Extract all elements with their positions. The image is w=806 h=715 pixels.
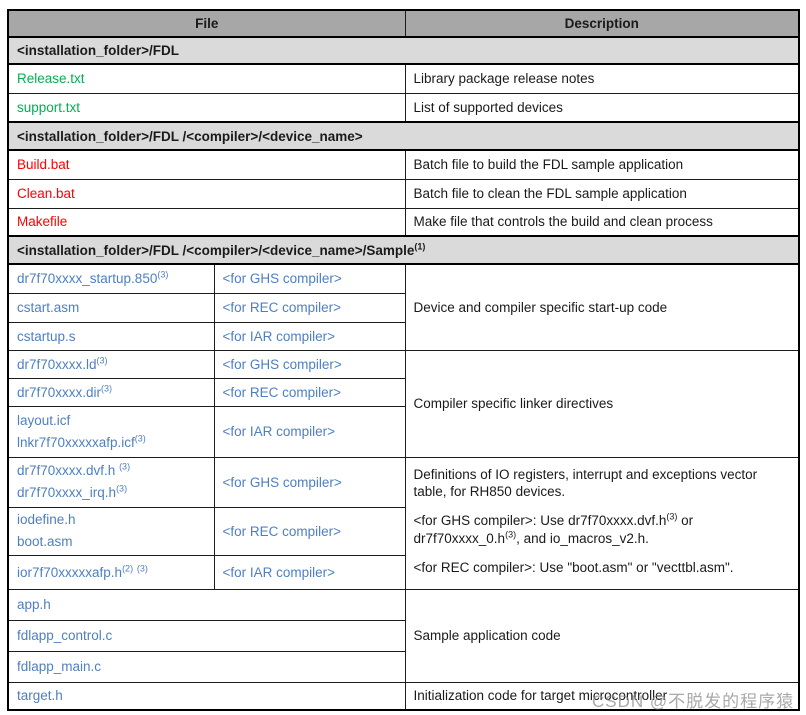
compiler-tag: <for IAR compiler> (213, 321, 406, 351)
file-name: dr7f70xxxx.ld(3) (7, 349, 215, 379)
section-row-fdl: <installation_folder>/FDL (7, 36, 800, 65)
file-name-text: dr7f70xxxx.ld (17, 356, 97, 372)
table-row: cstart.asm <for REC compiler> (7, 292, 799, 323)
table-row: layout.icf lnkr7f70xxxxxafp.icf(3) <for … (7, 405, 799, 458)
table-row: ior7f70xxxxxafp.h(2) (3) <for IAR compil… (7, 554, 799, 590)
footnote-ref: (1) (414, 241, 426, 251)
description: Sample application code (404, 588, 800, 683)
footnote-ref: (2) (122, 563, 134, 574)
section-header: <installation_folder>/FDL (7, 36, 800, 65)
file-name: dr7f70xxxx.dir(3) (7, 377, 215, 407)
compiler-tag: <for REC compiler> (213, 377, 406, 407)
description: Compiler specific linker directives (404, 349, 800, 458)
table-row: app.h Sample application code (7, 588, 800, 683)
description: Initialization code for target microcont… (404, 681, 800, 711)
description-paragraph: <for GHS compiler>: Use dr7f70xxxx.dvf.h… (413, 511, 694, 546)
file-name: dr7f70xxxx.dvf.h (3) dr7f70xxxx_irq.h(3) (7, 456, 215, 508)
file-name: fdlapp_main.c (7, 650, 406, 683)
table-row: support.txt List of supported devices (7, 92, 800, 123)
file-name-text: lnkr7f70xxxxxafp.icf (17, 434, 135, 450)
file-name-text: layout.icf (17, 412, 71, 428)
file-name: iodefine.h boot.asm (7, 506, 215, 556)
footnote-ref: (3) (119, 461, 131, 472)
compiler-tag: <for GHS compiler> (213, 263, 406, 294)
footnote-ref: (3) (505, 529, 517, 540)
file-name: dr7f70xxxx_startup.850(3) (7, 263, 215, 294)
file-name: Makefile (7, 207, 406, 237)
file-name-text: boot.asm (17, 534, 73, 550)
file-name: Build.bat (7, 149, 406, 180)
file-name-text: dr7f70xxxx_irq.h (17, 485, 117, 500)
column-header-description: Description (404, 9, 800, 38)
footnote-ref: (3) (134, 433, 146, 443)
file-name-text: dr7f70xxxx_startup.850 (17, 271, 158, 287)
file-name: ior7f70xxxxxafp.h(2) (3) (7, 554, 215, 590)
footnote-ref: (3) (96, 355, 108, 365)
column-header-file: File (7, 9, 406, 38)
file-name: layout.icf lnkr7f70xxxxxafp.icf(3) (7, 405, 215, 458)
section-header-text: <installation_folder>/FDL /<compiler>/<d… (17, 242, 415, 258)
section-header: <installation_folder>/FDL /<compiler>/<d… (7, 235, 800, 265)
footnote-ref: (3) (136, 563, 148, 574)
file-name: cstartup.s (7, 321, 215, 351)
file-name: app.h (7, 588, 406, 621)
file-name: support.txt (7, 92, 406, 123)
description: Batch file to clean the FDL sample appli… (404, 178, 800, 209)
compiler-tag: <for GHS compiler> (213, 456, 406, 508)
compiler-tag: <for IAR compiler> (213, 554, 406, 590)
csdn-watermark: CSDN @不脱发的程序猿 (592, 692, 795, 711)
table-row: dr7f70xxxx.dvf.h (3) dr7f70xxxx_irq.h(3)… (7, 456, 800, 590)
file-name: cstart.asm (7, 292, 215, 323)
table-row: dr7f70xxxx.ld(3) <for GHS compiler> Comp… (7, 349, 800, 458)
description: Make file that controls the build and cl… (404, 207, 800, 237)
file-name-text: iodefine.h (17, 512, 76, 528)
table-row: Clean.bat Batch file to clean the FDL sa… (7, 178, 800, 209)
file-name-text: ior7f70xxxxxafp.h (17, 564, 123, 580)
footnote-ref: (3) (116, 483, 128, 494)
footnote-ref: (3) (666, 511, 678, 522)
table-row: fdlapp_control.c (7, 619, 799, 652)
file-name: fdlapp_control.c (7, 619, 406, 652)
table-header-row: File Description (7, 9, 800, 38)
file-name-text: dr7f70xxxx.dir (17, 384, 102, 400)
table-row: cstartup.s <for IAR compiler> (7, 321, 799, 351)
file-name: target.h (7, 681, 406, 711)
footnote-ref: (3) (157, 269, 169, 280)
table-row: dr7f70xxxx.dir(3) <for REC compiler> (7, 377, 799, 407)
file-description-table: File Description <installation_folder>/F… (7, 9, 801, 712)
compiler-tag: <for GHS compiler> (213, 349, 406, 379)
description-paragraph: Definitions of IO registers, interrupt a… (413, 466, 758, 500)
section-header: <installation_folder>/FDL /<compiler>/<d… (7, 121, 800, 151)
description: Library package release notes (404, 63, 800, 94)
section-row-sample: <installation_folder>/FDL /<compiler>/<d… (7, 235, 800, 265)
table-row: Build.bat Batch file to build the FDL sa… (7, 149, 800, 180)
file-name-text: dr7f70xxxx.dvf.h (17, 463, 120, 479)
compiler-tag: <for IAR compiler> (213, 405, 406, 458)
description: Definitions of IO registers, interrupt a… (404, 456, 800, 590)
compiler-tag: <for REC compiler> (213, 506, 406, 556)
table-row: Makefile Make file that controls the bui… (7, 207, 800, 237)
file-name: Clean.bat (7, 178, 406, 209)
description: Device and compiler specific start-up co… (404, 263, 800, 351)
footnote-ref: (3) (101, 383, 113, 393)
table-row: target.h Initialization code for target … (7, 681, 800, 711)
compiler-tag: <for REC compiler> (213, 292, 406, 323)
description-paragraph: <for REC compiler>: Use "boot.asm" or "v… (413, 559, 734, 575)
table-row: iodefine.h boot.asm <for REC compiler> (7, 506, 799, 556)
description: List of supported devices (404, 92, 800, 123)
table-row: dr7f70xxxx_startup.850(3) <for GHS compi… (7, 263, 800, 351)
section-row-compiler-device: <installation_folder>/FDL /<compiler>/<d… (7, 121, 800, 151)
file-name: Release.txt (7, 63, 406, 94)
table-row: Release.txt Library package release note… (7, 63, 800, 94)
description: Batch file to build the FDL sample appli… (404, 149, 800, 180)
